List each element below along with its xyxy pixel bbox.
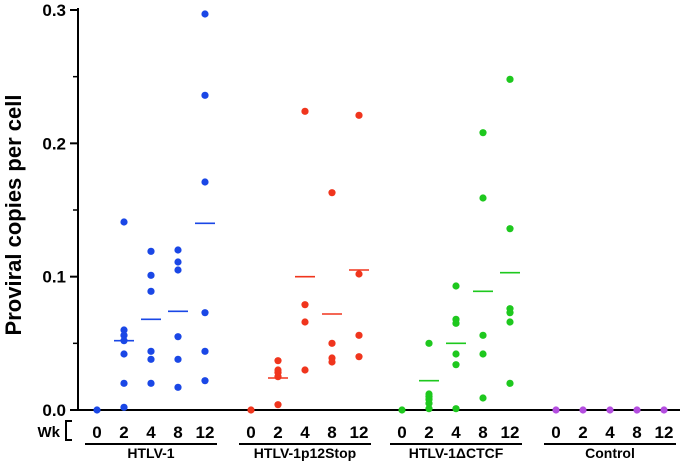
data-point <box>147 247 155 255</box>
data-point <box>301 107 309 115</box>
data-point <box>120 326 128 334</box>
data-point <box>201 309 209 317</box>
week-label: 0 <box>246 423 255 442</box>
data-point <box>479 331 487 339</box>
y-tick-label: 0.2 <box>42 134 66 153</box>
data-point <box>425 399 433 407</box>
week-label: 4 <box>300 423 310 442</box>
data-point <box>174 266 182 274</box>
data-point <box>506 75 514 83</box>
data-point <box>479 194 487 202</box>
week-label: 4 <box>146 423 156 442</box>
data-point <box>425 339 433 347</box>
data-point <box>660 406 668 414</box>
data-point <box>120 331 128 339</box>
y-tick-label: 0.3 <box>42 1 66 20</box>
data-point <box>201 178 209 186</box>
data-point <box>506 309 514 317</box>
data-point <box>328 339 336 347</box>
week-label: 2 <box>578 423 587 442</box>
data-point <box>147 347 155 355</box>
data-point <box>479 350 487 358</box>
data-point <box>274 357 282 365</box>
week-label: 2 <box>273 423 282 442</box>
data-point <box>120 403 128 411</box>
week-label: 0 <box>551 423 560 442</box>
data-point <box>201 347 209 355</box>
week-label: 2 <box>119 423 128 442</box>
data-point <box>274 401 282 409</box>
data-point <box>301 366 309 374</box>
data-point <box>174 258 182 266</box>
week-label: 8 <box>327 423 336 442</box>
data-point <box>479 129 487 137</box>
data-point <box>147 355 155 363</box>
data-point <box>147 271 155 279</box>
week-label: 2 <box>424 423 433 442</box>
data-point <box>328 358 336 366</box>
data-point <box>355 111 363 119</box>
week-bracket <box>65 420 72 441</box>
data-point <box>301 301 309 309</box>
data-point <box>120 350 128 358</box>
week-label: 12 <box>655 423 674 442</box>
data-point <box>398 406 406 414</box>
data-point <box>479 394 487 402</box>
axes <box>65 8 680 445</box>
group-label: HTLV-1 <box>127 445 174 461</box>
data-point <box>552 406 560 414</box>
data-point <box>606 406 614 414</box>
data-point <box>506 379 514 387</box>
data-point <box>452 405 460 413</box>
data-point <box>174 333 182 341</box>
data-point <box>452 350 460 358</box>
data-point <box>201 91 209 99</box>
data-point <box>201 10 209 18</box>
week-label: 12 <box>350 423 369 442</box>
data-point <box>93 406 101 414</box>
week-label: 8 <box>173 423 182 442</box>
data-point <box>328 189 336 197</box>
marks <box>93 10 668 414</box>
data-point <box>174 246 182 254</box>
data-point <box>147 379 155 387</box>
week-label: 0 <box>92 423 101 442</box>
week-label: 12 <box>501 423 520 442</box>
week-label: 8 <box>632 423 641 442</box>
data-point <box>201 377 209 385</box>
data-point <box>452 361 460 369</box>
data-point <box>452 319 460 327</box>
week-label: 8 <box>478 423 487 442</box>
data-point <box>506 318 514 326</box>
data-point <box>425 405 433 413</box>
group-label: HTLV-1ΔCTCF <box>409 445 504 461</box>
data-point <box>633 406 641 414</box>
y-tick-label: 0.1 <box>42 268 66 287</box>
data-point <box>274 373 282 381</box>
data-point <box>355 353 363 361</box>
data-point <box>301 318 309 326</box>
group-label: Control <box>585 445 635 461</box>
data-point <box>120 218 128 226</box>
data-point <box>355 331 363 339</box>
group-label: HTLV-1p12Stop <box>254 445 356 461</box>
data-point <box>147 287 155 295</box>
week-label: 4 <box>605 423 615 442</box>
data-point <box>506 225 514 233</box>
week-prefix-label: Wk <box>38 424 61 441</box>
data-point <box>174 383 182 391</box>
week-label: 12 <box>196 423 215 442</box>
y-axis-title: Proviral copies per cell <box>1 95 26 336</box>
week-label: 0 <box>397 423 406 442</box>
data-point <box>579 406 587 414</box>
week-label: 4 <box>451 423 461 442</box>
data-point <box>120 379 128 387</box>
y-tick-label: 0.0 <box>42 401 66 420</box>
data-point <box>174 355 182 363</box>
data-point <box>452 282 460 290</box>
data-point <box>355 270 363 278</box>
data-point <box>247 406 255 414</box>
